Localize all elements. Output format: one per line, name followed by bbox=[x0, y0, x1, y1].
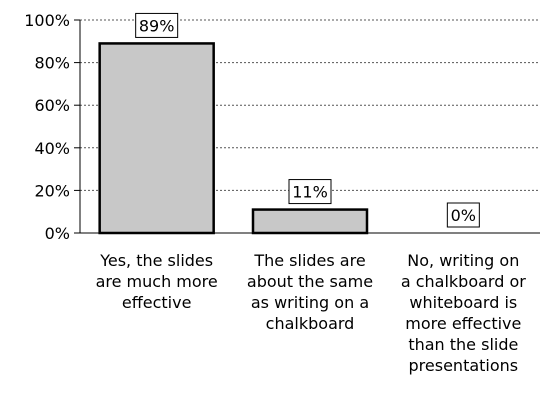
data-label-1: 89% bbox=[135, 12, 179, 38]
bar-1 bbox=[98, 42, 215, 235]
data-label-text: 89% bbox=[139, 16, 175, 35]
data-label-box bbox=[288, 179, 332, 205]
data-label-text: 11% bbox=[292, 183, 328, 202]
axes bbox=[79, 20, 540, 234]
data-label-2: 11% bbox=[288, 179, 332, 205]
y-tick-label-100: 100% bbox=[24, 11, 70, 30]
y-tick-label-20: 20% bbox=[34, 181, 70, 200]
y-tick-label-0: 0% bbox=[45, 224, 70, 243]
y-axis-ticks: 0% 20% 40% 60% 80% 100% bbox=[24, 11, 80, 243]
data-label-box bbox=[446, 202, 480, 228]
y-tick-label-40: 40% bbox=[34, 139, 70, 158]
data-label-text: 0% bbox=[451, 206, 476, 225]
bar-2 bbox=[251, 208, 369, 235]
data-label-box bbox=[135, 12, 179, 38]
data-label-3: 0% bbox=[446, 202, 480, 228]
y-tick-label-60: 60% bbox=[34, 96, 70, 115]
data-labels: 89% 11% 0% bbox=[135, 12, 480, 228]
bars bbox=[98, 42, 369, 235]
y-tick-label-80: 80% bbox=[34, 54, 70, 73]
